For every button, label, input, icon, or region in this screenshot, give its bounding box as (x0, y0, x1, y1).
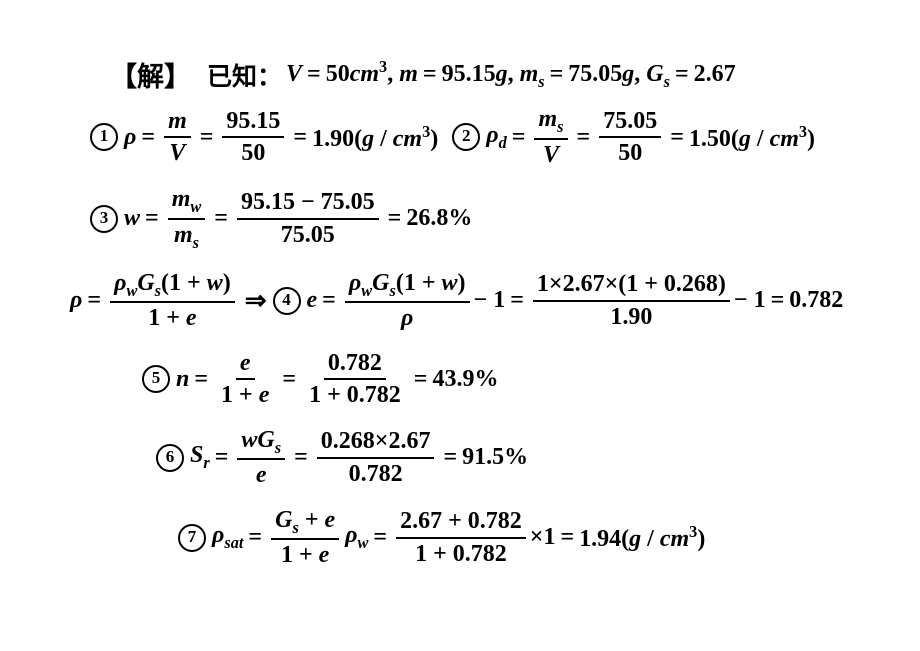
eq-line-1-2: 1 ρ = m V = 95.15 50 = 1.90(g / cm3) 2 ρ… (90, 106, 890, 168)
e-symbol: e (307, 287, 318, 314)
circle-1: 1 (90, 123, 118, 151)
result-rhosat: 1.94(g / cm3) (579, 522, 705, 553)
rhosat-symbol: ρsat (212, 522, 243, 553)
Sr-symbol: Sr (190, 442, 210, 473)
circle-6: 6 (156, 444, 184, 472)
frac-Sr-formula: wGs e (237, 427, 285, 489)
eq-line-7: 7 ρsat = Gs + e 1 + e ρw = 2.67 + 0.782 … (178, 507, 890, 569)
eq-line-6: 6 Sr = wGs e = 0.268×2.67 0.782 = 91.5% (156, 427, 890, 489)
n-symbol: n (176, 366, 189, 393)
rhod-symbol: ρd (486, 122, 507, 153)
frac-rhosat-calc: 2.67 + 0.782 1 + 0.782 (396, 508, 526, 567)
frac-rhosat-formula: Gs + e 1 + e (271, 507, 339, 569)
frac-m-V: m V (164, 108, 191, 167)
known-values: V=50cm3, m=95.15g, ms=75.05g, Gs=2.67 (286, 57, 736, 92)
label-known: 已知： (207, 57, 282, 93)
circle-7: 7 (178, 524, 206, 552)
result-w: 26.8% (406, 205, 472, 232)
frac-e-formula: ρwGs(1 + w) ρ (345, 270, 470, 332)
frac-95-50: 95.15 50 (222, 108, 284, 167)
solution-header: 【解】 已知： V=50cm3, m=95.15g, ms=75.05g, Gs… (110, 55, 890, 94)
frac-75-50: 75.05 50 (599, 108, 661, 167)
frac-w-calc: 95.15 − 75.05 75.05 (237, 189, 379, 248)
result-rho: 1.90(g / cm3) (312, 122, 438, 153)
w-symbol: w (124, 205, 140, 232)
arrow-implies: ⇒ (245, 286, 267, 316)
circle-4: 4 (273, 287, 301, 315)
frac-n-calc: 0.782 1 + 0.782 (305, 350, 405, 409)
rhow-symbol: ρw (345, 522, 368, 553)
rho-symbol-2: ρ (70, 287, 82, 314)
frac-Sr-calc: 0.268×2.67 0.782 (317, 428, 435, 487)
times-one: ×1 (530, 524, 556, 551)
frac-n-formula: e 1 + e (217, 350, 273, 409)
result-rhod: 1.50(g / cm3) (689, 122, 815, 153)
frac-ms-V: ms V (534, 106, 567, 168)
frac-e-calc: 1×2.67×(1 + 0.268) 1.90 (533, 271, 730, 330)
rho-symbol: ρ (124, 124, 136, 151)
eq-line-5: 5 n = e 1 + e = 0.782 1 + 0.782 = 43.9% (142, 350, 890, 409)
result-e: 0.782 (789, 287, 843, 314)
eq-line-4: ρ = ρwGs(1 + w) 1 + e ⇒ 4 e = ρwGs(1 + w… (70, 270, 890, 332)
result-Sr: 91.5% (462, 444, 528, 471)
frac-mw-ms: mw ms (168, 186, 206, 251)
frac-rho-formula: ρwGs(1 + w) 1 + e (110, 270, 235, 332)
circle-5: 5 (142, 365, 170, 393)
eq-line-3: 3 w = mw ms = 95.15 − 75.05 75.05 = 26.8… (90, 186, 890, 251)
circle-3: 3 (90, 205, 118, 233)
label-solution: 【解】 (110, 55, 191, 94)
result-n: 43.9% (432, 366, 498, 393)
circle-2: 2 (452, 123, 480, 151)
